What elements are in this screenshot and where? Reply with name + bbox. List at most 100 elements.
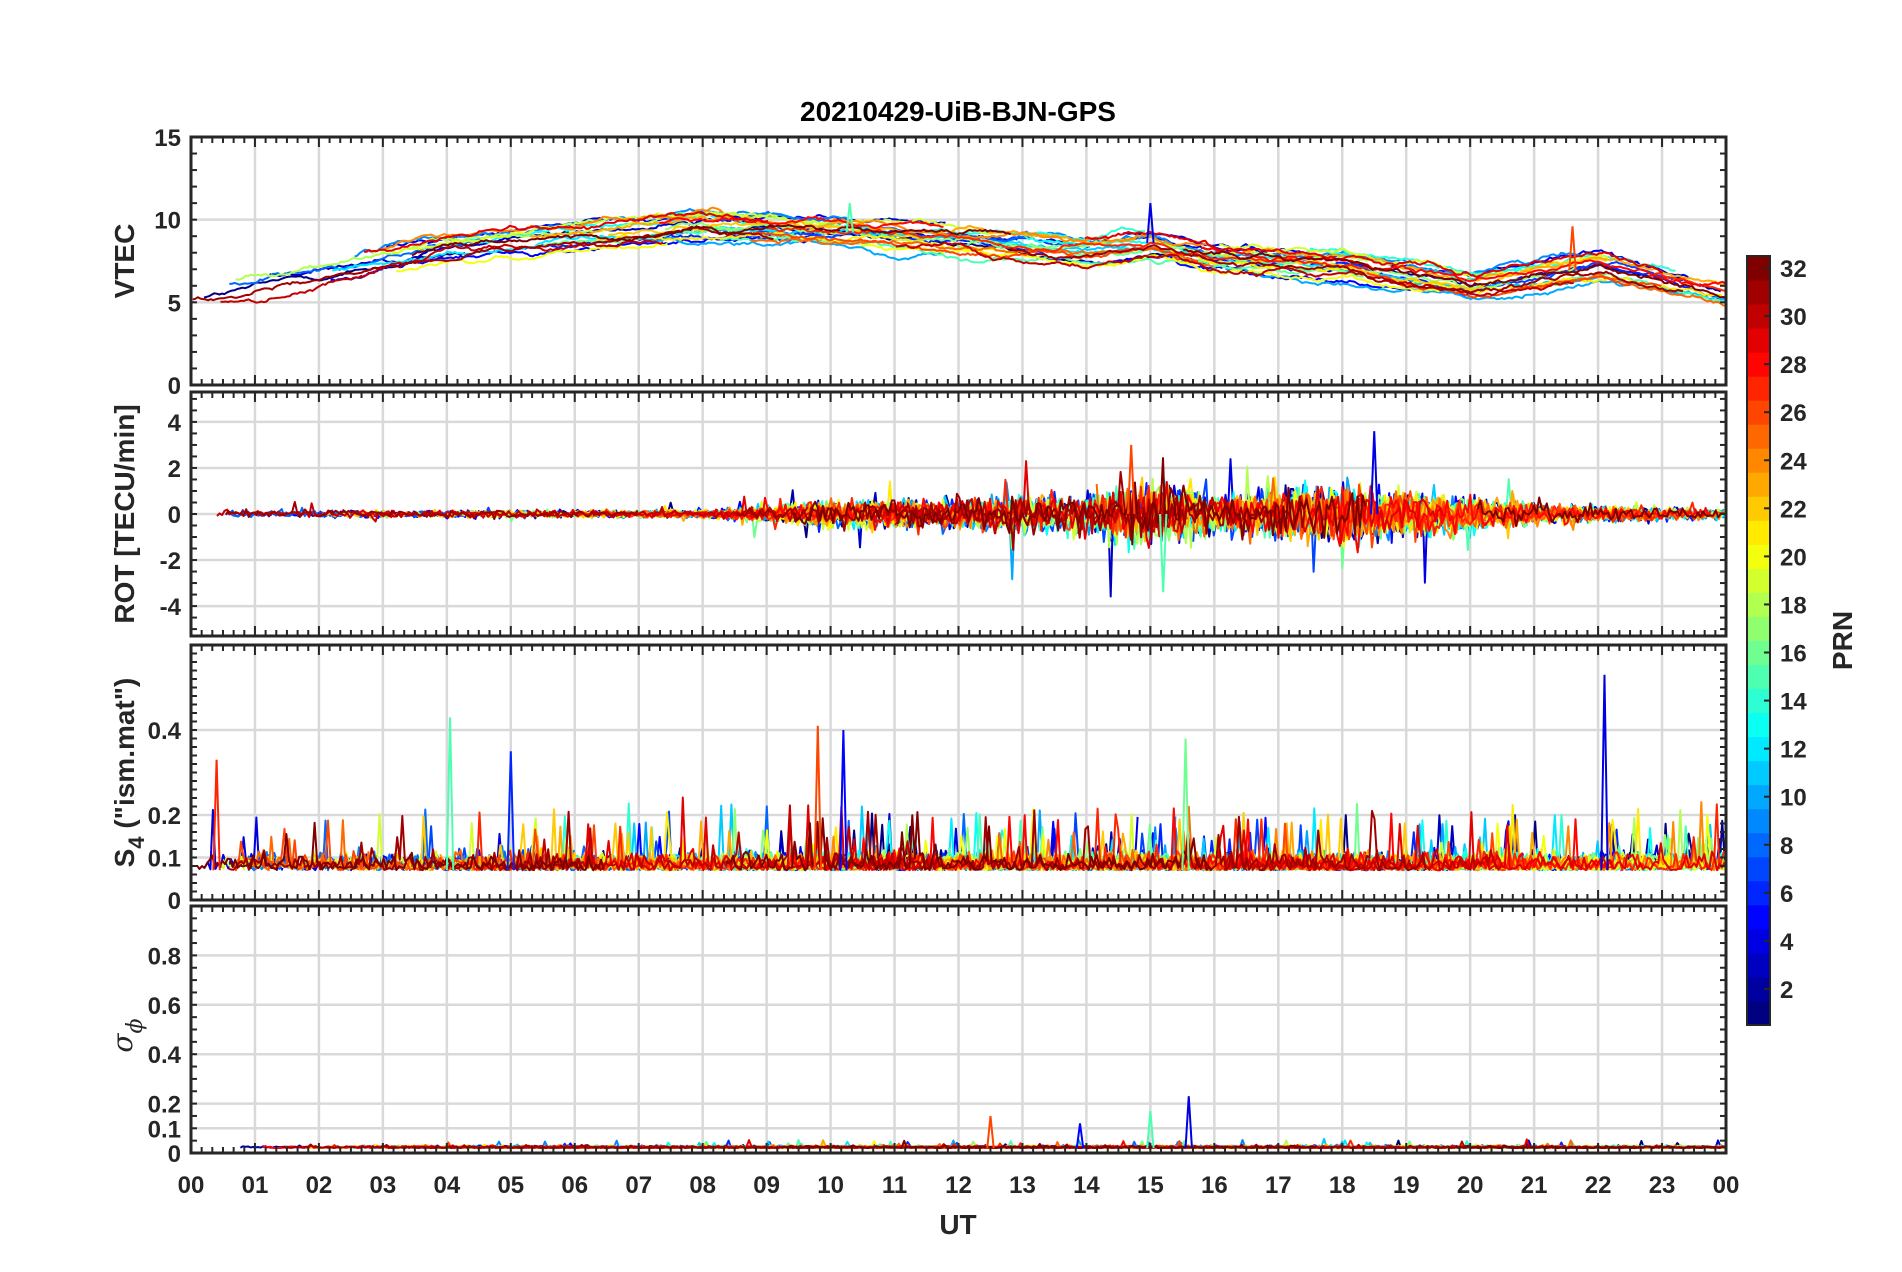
colorbar-segment xyxy=(1747,304,1770,329)
sigma_phi-y-tick-label: 0 xyxy=(168,1141,181,1168)
rot-peak-mark xyxy=(1370,431,1379,515)
colorbar-segment xyxy=(1747,640,1770,666)
sigma_phi-y-axis-label: σϕ xyxy=(106,1018,148,1052)
vtec-satellite-trace xyxy=(895,241,1574,297)
colorbar-tick-label: 18 xyxy=(1780,592,1807,619)
colorbar-tick-label: 16 xyxy=(1780,641,1807,668)
colorbar-segment xyxy=(1747,856,1770,882)
s4-satellite-trace xyxy=(228,810,583,872)
chart-title: 20210429-UiB-BJN-GPS xyxy=(800,96,1116,127)
x-tick-label: 19 xyxy=(1393,1172,1420,1199)
s4-peak-mark xyxy=(212,759,221,871)
colorbar-segment xyxy=(1747,400,1770,425)
s4-y-axis-label: S4 ("ism.mat") xyxy=(109,678,149,868)
colorbar-segment xyxy=(1747,280,1770,305)
s4-y-tick-label: 0.1 xyxy=(148,846,181,873)
s4-satellite-trace xyxy=(1223,848,1502,872)
colorbar-segment xyxy=(1747,544,1770,569)
colorbar-segment xyxy=(1747,1000,1770,1026)
sigma_phi-y-tick-label: 0.8 xyxy=(148,943,181,970)
vtec-satellite-trace xyxy=(1009,244,1684,294)
sigma_phi-y-tick-label: 0.1 xyxy=(148,1116,181,1143)
rot-peak-mark xyxy=(1158,513,1168,593)
vtec-satellite-trace xyxy=(1645,272,1726,292)
colorbar-tick-label: 30 xyxy=(1780,304,1807,331)
colorbar-tick-label: 4 xyxy=(1780,929,1794,956)
colorbar-segment xyxy=(1747,976,1770,1002)
rot-satellite-trace xyxy=(1476,496,1726,528)
sigma_phi-minor-ticks xyxy=(190,905,1727,1154)
vtec-satellite-trace xyxy=(1366,271,1662,299)
colorbar-tick-label: 32 xyxy=(1780,256,1807,283)
colorbar-segment xyxy=(1747,784,1770,810)
colorbar-segment xyxy=(1747,808,1770,834)
colorbar-segment xyxy=(1747,616,1770,641)
vtec-satellite-trace xyxy=(1225,267,1692,301)
sigma_phi-satellite-trace xyxy=(1455,1144,1725,1150)
x-tick-label: 02 xyxy=(306,1172,333,1199)
colorbar-tick-label: 14 xyxy=(1780,689,1807,716)
vtec-y-axis-label: VTEC xyxy=(109,224,140,299)
s4-satellite-trace xyxy=(724,811,1213,872)
s4-satellite-trace xyxy=(196,821,605,872)
x-tick-label: 07 xyxy=(625,1172,652,1199)
rot-satellite-trace xyxy=(736,470,1306,551)
vtec-satellite-trace xyxy=(529,215,1137,245)
s4-minor-ticks xyxy=(190,644,1727,901)
colorbar-tick-label: 24 xyxy=(1780,448,1807,475)
colorbar-tick-label: 10 xyxy=(1780,785,1807,812)
colorbar-segment xyxy=(1747,568,1770,593)
colorbar-label: PRN xyxy=(1827,611,1858,670)
vtec-satellite-trace xyxy=(235,210,848,281)
x-tick-label: 17 xyxy=(1265,1172,1292,1199)
x-axis: 00 01 02 03 04 05 06 07 08 09 10 11 12 13 14 15 16 17 18 19… xyxy=(178,1172,1740,1199)
x-tick-label: 03 xyxy=(370,1172,397,1199)
x-tick-label: 23 xyxy=(1649,1172,1676,1199)
rot-y-axis-label: ROT [TECU/min] xyxy=(109,404,140,623)
colorbar-segment xyxy=(1747,496,1770,521)
x-tick-label: 21 xyxy=(1521,1172,1548,1199)
vtec-peak-mark xyxy=(1568,226,1577,271)
vtec-minor-ticks xyxy=(190,136,1727,386)
vtec-satellite-trace xyxy=(1122,232,1689,279)
x-tick-label: 13 xyxy=(1009,1172,1036,1199)
colorbar-segment xyxy=(1747,880,1770,906)
colorbar-tick-label: 20 xyxy=(1780,544,1807,571)
vtec-y-tick-label: 15 xyxy=(154,125,181,152)
vtec-satellite-trace xyxy=(1169,250,1723,297)
x-tick-label: 15 xyxy=(1137,1172,1164,1199)
colorbar-segment xyxy=(1747,472,1770,497)
x-tick-label: 01 xyxy=(242,1172,269,1199)
s4-peak-mark xyxy=(813,725,822,871)
colorbar-segment xyxy=(1747,328,1770,353)
colorbar-segment xyxy=(1747,832,1770,858)
vtec-satellite-trace xyxy=(192,225,774,302)
x-tick-label: 09 xyxy=(753,1172,780,1199)
vtec-satellite-trace xyxy=(1219,243,1609,278)
sigma_phi-y-tick-label: 0.4 xyxy=(148,1042,182,1069)
x-tick-label: 22 xyxy=(1585,1172,1612,1199)
sigma_phi-grid xyxy=(191,906,1726,1153)
s4-satellite-trace xyxy=(484,804,921,872)
rot-satellite-trace xyxy=(224,501,639,521)
rot-traces xyxy=(216,431,1726,598)
colorbar-segment xyxy=(1747,928,1770,954)
colorbar-segment xyxy=(1747,712,1770,738)
rot-y-tick-label: -2 xyxy=(160,548,181,575)
x-tick-label: 20 xyxy=(1457,1172,1484,1199)
vtec-satellite-trace xyxy=(363,211,769,253)
colorbar-segment xyxy=(1747,592,1770,617)
rot-y-tick-label: -4 xyxy=(160,594,182,621)
vtec-satellite-trace xyxy=(1183,248,1726,299)
sigma_phi-y-tick-label: 0.6 xyxy=(148,993,181,1020)
colorbar-segment xyxy=(1747,952,1770,978)
sigma_phi-satellite-trace xyxy=(282,1143,849,1150)
x-tick-label: 04 xyxy=(433,1172,460,1199)
sigma_phi-satellite-trace xyxy=(781,1139,1317,1150)
s4-peak-mark xyxy=(1600,674,1609,871)
x-tick-label: 12 xyxy=(945,1172,972,1199)
vtec-satellite-trace xyxy=(411,224,1012,257)
rot-y-tick-label: 0 xyxy=(168,502,181,529)
vtec-peak-mark xyxy=(845,203,854,233)
